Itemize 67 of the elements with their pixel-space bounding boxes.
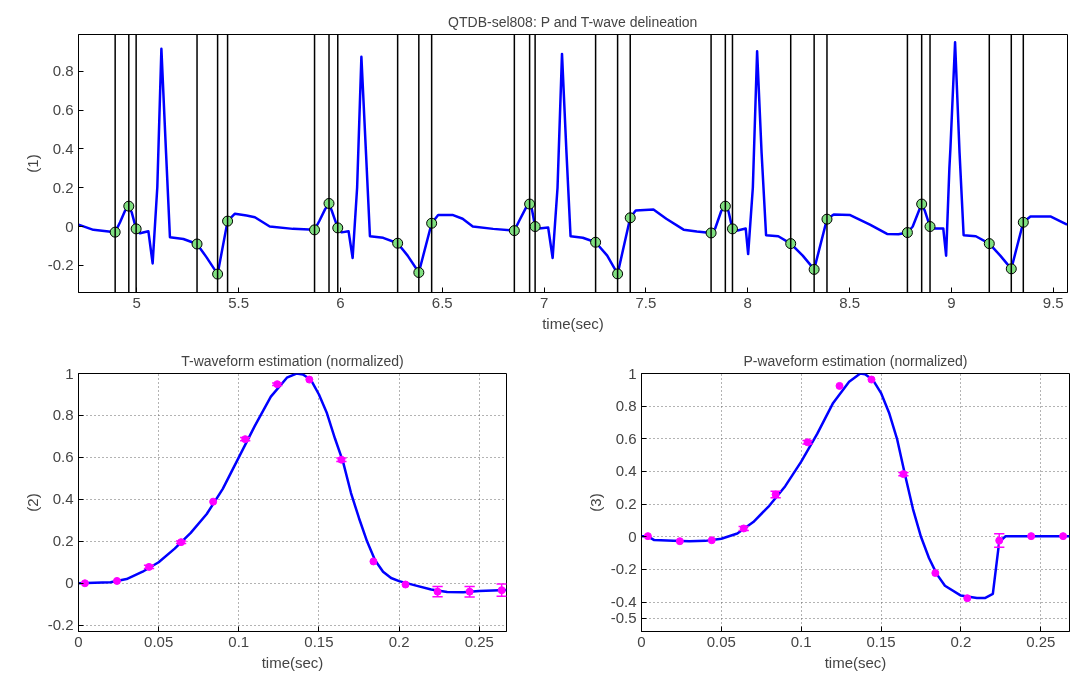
line-series bbox=[641, 373, 1070, 600]
y-axis-title: (2) bbox=[23, 493, 41, 512]
x-tick-label: 0.05 bbox=[706, 632, 736, 650]
x-tick-label: 0.1 bbox=[228, 632, 250, 650]
x-tick-label: 0.15 bbox=[866, 632, 896, 650]
point bbox=[931, 569, 940, 578]
x-tick-label: 8.5 bbox=[839, 293, 861, 311]
y-tick-label: 0 bbox=[628, 527, 637, 545]
x-tick-label: 0.05 bbox=[144, 632, 174, 650]
y-tick-label: 0 bbox=[65, 217, 74, 235]
y-tick-label: 0 bbox=[65, 574, 74, 592]
y-axis-title: (3) bbox=[586, 493, 604, 512]
x-axis-title: time(sec) bbox=[542, 314, 604, 332]
x-tick-label: 0.25 bbox=[1026, 632, 1056, 650]
y-tick-label: 0.8 bbox=[52, 62, 74, 80]
point bbox=[401, 580, 410, 589]
y-tick-label: 0.2 bbox=[52, 178, 74, 196]
y-tick-label: 0.2 bbox=[52, 532, 74, 550]
point bbox=[643, 532, 652, 541]
x-tick-label: 9 bbox=[947, 293, 956, 311]
y-tick-label: -0.2 bbox=[610, 560, 637, 578]
y-tick-label: -0.2 bbox=[47, 616, 74, 634]
point bbox=[675, 537, 684, 546]
y-tick-label: 0.4 bbox=[615, 462, 637, 480]
x-tick-label: 5.5 bbox=[228, 293, 250, 311]
point bbox=[707, 536, 716, 545]
y-tick-label: 1 bbox=[65, 364, 74, 382]
point bbox=[209, 497, 218, 506]
y-tick-label: 1 bbox=[628, 364, 637, 382]
point bbox=[1027, 532, 1036, 541]
y-tick-label: 0.8 bbox=[615, 397, 637, 415]
x-tick-label: 8 bbox=[743, 293, 752, 311]
y-tick-label: 0.2 bbox=[615, 495, 637, 513]
x-tick-label: 0.2 bbox=[950, 632, 972, 650]
x-tick-label: 0.2 bbox=[388, 632, 410, 650]
x-axis-title: time(sec) bbox=[261, 653, 324, 671]
point bbox=[963, 594, 972, 603]
point bbox=[369, 557, 378, 566]
point bbox=[80, 579, 89, 588]
y-tick-label: 0.4 bbox=[52, 139, 74, 157]
x-tick-label: 5 bbox=[132, 293, 141, 311]
x-tick-label: 0.25 bbox=[464, 632, 494, 650]
y-tick-label: 0.6 bbox=[52, 448, 74, 466]
y-tick-label: 0.6 bbox=[52, 101, 74, 119]
y-tick-label: -0.4 bbox=[610, 593, 637, 611]
x-tick-label: 9.5 bbox=[1042, 293, 1064, 311]
x-axis-title: time(sec) bbox=[824, 653, 887, 671]
y-axis-title: (1) bbox=[23, 154, 41, 173]
y-tick-label: 0.6 bbox=[615, 429, 637, 447]
x-tick-label: 0.15 bbox=[304, 632, 334, 650]
point bbox=[305, 375, 314, 384]
point bbox=[835, 381, 844, 390]
chart-title: T-waveform estimation (normalized) bbox=[181, 352, 404, 369]
x-tick-label: 6 bbox=[336, 293, 345, 311]
y-tick-label: -0.5 bbox=[610, 609, 637, 627]
x-tick-label: 0.1 bbox=[790, 632, 812, 650]
chart-title: QTDB-sel808: P and T-wave delineation bbox=[448, 13, 698, 30]
y-tick-label: 0.8 bbox=[52, 406, 74, 424]
x-tick-label: 6.5 bbox=[431, 293, 453, 311]
y-tick-label: -0.2 bbox=[47, 256, 74, 274]
y-tick-label: 0.4 bbox=[52, 490, 74, 508]
chart-title: P-waveform estimation (normalized) bbox=[743, 352, 968, 369]
point bbox=[867, 375, 876, 384]
x-tick-label: 7.5 bbox=[635, 293, 657, 311]
x-tick-label: 7 bbox=[539, 293, 549, 311]
point bbox=[1059, 532, 1068, 541]
point bbox=[112, 576, 121, 585]
